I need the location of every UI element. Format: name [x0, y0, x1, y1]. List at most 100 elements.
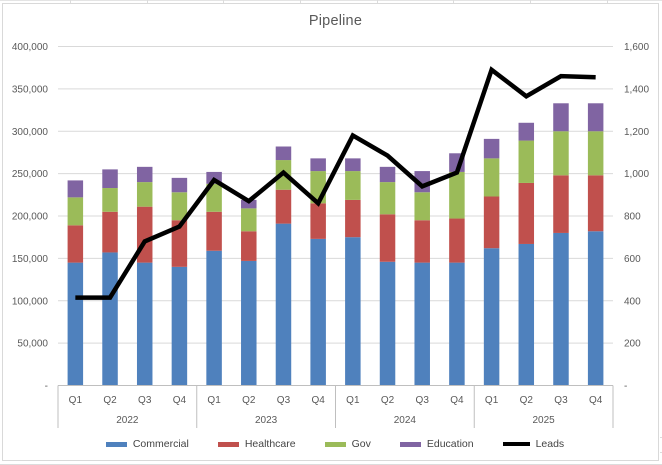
quarter-label[interactable]: Q2 — [381, 395, 395, 406]
legend-item-commercial[interactable]: Commercial — [105, 438, 189, 450]
bar-segment-gov[interactable] — [206, 183, 222, 212]
bar-segment-healthcare[interactable] — [206, 211, 222, 251]
bar-segment-education[interactable] — [102, 169, 118, 189]
bar-segment-commercial[interactable] — [345, 237, 361, 386]
bar-segment-gov[interactable] — [102, 188, 118, 212]
quarter-label[interactable]: Q3 — [138, 395, 152, 406]
bar-segment-commercial[interactable] — [449, 262, 465, 386]
bar-segment-healthcare[interactable] — [67, 225, 84, 263]
bar-segment-education[interactable] — [171, 177, 188, 193]
bar-segment-gov[interactable] — [414, 192, 430, 221]
bar-segment-gov[interactable] — [518, 140, 535, 183]
left-axis-tick[interactable]: 350,000 — [12, 84, 49, 95]
bar-segment-commercial[interactable] — [136, 262, 153, 386]
legend-item-leads[interactable]: Leads — [502, 438, 564, 450]
quarter-label[interactable]: Q4 — [173, 395, 187, 406]
right-axis-tick[interactable]: 800 — [624, 212, 641, 223]
bar-segment-education[interactable] — [483, 138, 500, 159]
bar-segment-commercial[interactable] — [241, 260, 257, 386]
bar-segment-education[interactable] — [310, 158, 326, 172]
quarter-label[interactable]: Q4 — [311, 395, 325, 406]
right-axis-tick[interactable]: 400 — [624, 296, 641, 307]
quarter-label[interactable]: Q1 — [346, 395, 360, 406]
quarter-label[interactable]: Q1 — [485, 395, 499, 406]
bar-segment-commercial[interactable] — [275, 223, 292, 386]
left-axis-tick[interactable]: - — [45, 381, 48, 392]
legend-item-healthcare[interactable]: Healthcare — [217, 438, 296, 450]
year-label[interactable]: 2025 — [533, 415, 556, 426]
bar-segment-education[interactable] — [553, 103, 569, 132]
bar-segment-commercial[interactable] — [553, 232, 569, 386]
quarter-label[interactable]: Q4 — [450, 395, 464, 406]
bar-segment-gov[interactable] — [379, 182, 396, 215]
bar-segment-commercial[interactable] — [310, 238, 326, 386]
quarter-label[interactable]: Q3 — [277, 395, 291, 406]
bar-segment-healthcare[interactable] — [171, 220, 188, 267]
bar-segment-education[interactable] — [67, 180, 84, 198]
bar-segment-healthcare[interactable] — [241, 231, 257, 261]
bar-segment-healthcare[interactable] — [483, 196, 500, 249]
bar-segment-healthcare[interactable] — [345, 199, 361, 238]
bar-segment-gov[interactable] — [587, 131, 604, 176]
bar-segment-healthcare[interactable] — [587, 175, 604, 232]
right-axis-tick[interactable]: 1,600 — [624, 42, 649, 53]
bar-segment-healthcare[interactable] — [102, 211, 118, 253]
year-label[interactable]: 2023 — [255, 415, 278, 426]
bar-segment-gov[interactable] — [241, 208, 257, 232]
bar-segment-commercial[interactable] — [206, 250, 222, 386]
bar-segment-gov[interactable] — [483, 158, 500, 197]
bar-segment-commercial[interactable] — [587, 231, 604, 386]
left-axis-tick[interactable]: 200,000 — [12, 212, 49, 223]
left-axis-tick[interactable]: 100,000 — [12, 296, 49, 307]
bar-segment-gov[interactable] — [345, 171, 361, 200]
bar-segment-education[interactable] — [241, 199, 257, 209]
bar-segment-commercial[interactable] — [171, 266, 188, 386]
bar-segment-healthcare[interactable] — [553, 175, 569, 233]
chart-legend[interactable]: Commercial Healthcare Gov Education Leads — [40, 435, 630, 453]
right-axis-tick[interactable]: 1,200 — [624, 127, 649, 138]
bar-segment-education[interactable] — [379, 166, 396, 183]
right-axis-tick[interactable]: 200 — [624, 339, 641, 350]
bar-segment-commercial[interactable] — [483, 248, 500, 386]
bar-segment-healthcare[interactable] — [518, 182, 535, 244]
bar-segment-education[interactable] — [275, 146, 292, 161]
legend-item-gov[interactable]: Gov — [324, 438, 371, 450]
left-axis-tick[interactable]: 400,000 — [12, 42, 49, 53]
bar-segment-gov[interactable] — [67, 197, 84, 226]
legend-item-education[interactable]: Education — [399, 438, 474, 450]
quarter-label[interactable]: Q2 — [520, 395, 534, 406]
right-axis-tick[interactable]: 600 — [624, 254, 641, 265]
quarter-label[interactable]: Q3 — [554, 395, 568, 406]
quarter-label[interactable]: Q2 — [103, 395, 117, 406]
left-axis-tick[interactable]: 300,000 — [12, 127, 49, 138]
left-axis-tick[interactable]: 50,000 — [17, 339, 48, 350]
bar-segment-gov[interactable] — [449, 171, 465, 219]
bar-segment-commercial[interactable] — [414, 262, 430, 386]
left-axis-tick[interactable]: 250,000 — [12, 169, 49, 180]
quarter-label[interactable]: Q1 — [207, 395, 221, 406]
right-axis-tick[interactable]: 1,400 — [624, 84, 649, 95]
quarter-label[interactable]: Q1 — [69, 395, 83, 406]
bar-segment-gov[interactable] — [171, 192, 188, 221]
right-axis-tick[interactable]: 1,000 — [624, 169, 649, 180]
chart-title[interactable]: Pipeline — [308, 13, 363, 29]
quarter-label[interactable]: Q3 — [416, 395, 430, 406]
bar-segment-education[interactable] — [518, 122, 535, 141]
quarter-label[interactable]: Q4 — [589, 395, 603, 406]
bar-segment-gov[interactable] — [136, 182, 153, 207]
bar-segment-healthcare[interactable] — [414, 220, 430, 263]
right-axis-tick[interactable]: - — [624, 381, 627, 392]
bar-segment-education[interactable] — [587, 103, 604, 132]
bar-segment-healthcare[interactable] — [379, 214, 396, 262]
bar-segment-commercial[interactable] — [379, 261, 396, 386]
bar-segment-gov[interactable] — [553, 131, 569, 176]
leads-line[interactable] — [75, 66, 596, 300]
bar-segment-healthcare[interactable] — [310, 203, 326, 239]
bar-segment-healthcare[interactable] — [275, 189, 292, 224]
left-axis-tick[interactable]: 150,000 — [12, 254, 49, 265]
year-label[interactable]: 2024 — [394, 415, 417, 426]
bar-segment-education[interactable] — [136, 166, 153, 183]
bar-segment-commercial[interactable] — [102, 252, 118, 386]
bar-segment-education[interactable] — [345, 158, 361, 172]
